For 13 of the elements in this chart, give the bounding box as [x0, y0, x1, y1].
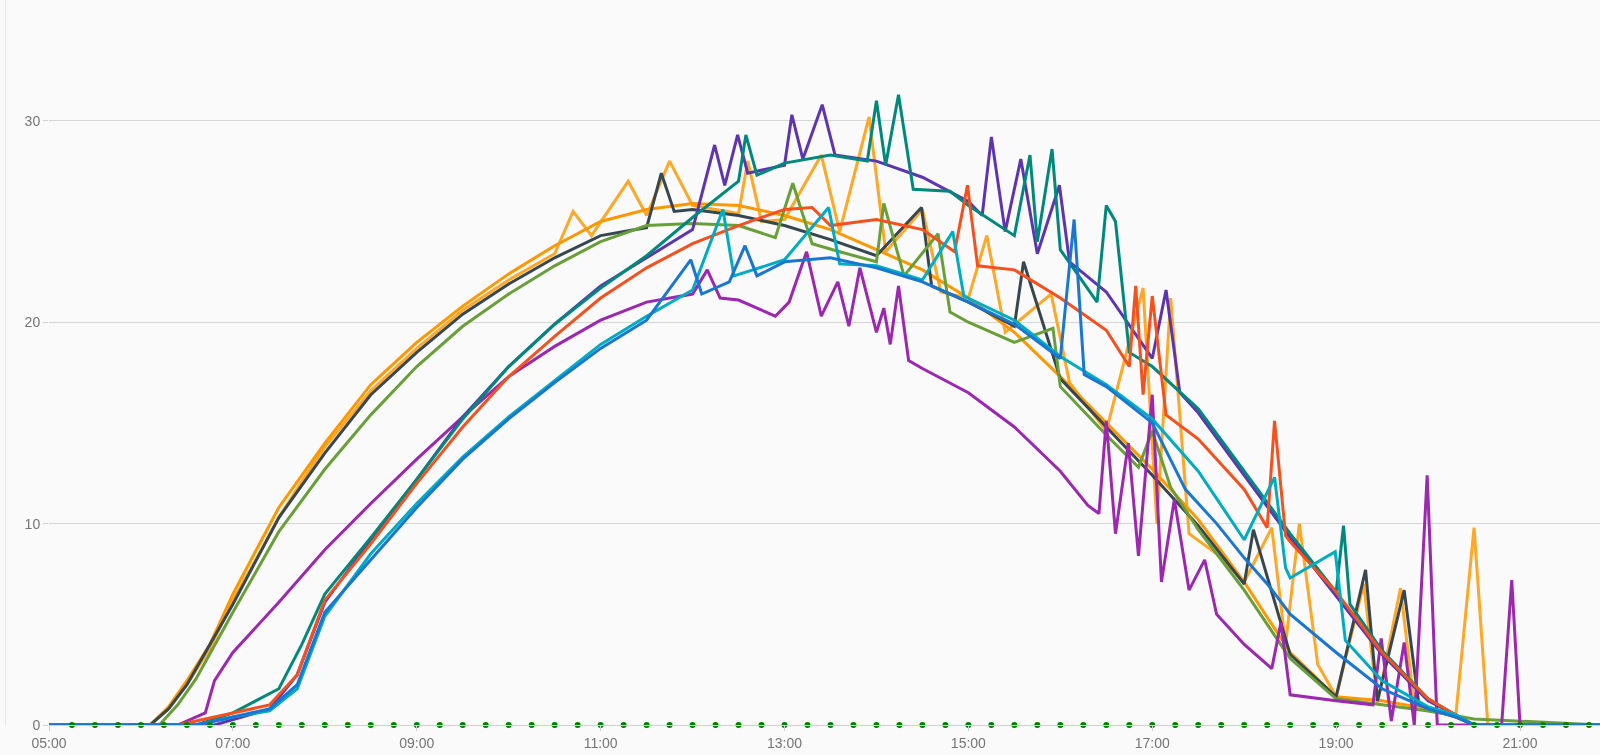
- x-tick-label: 19:00: [1318, 734, 1354, 751]
- y-tick-label: 20: [24, 314, 41, 331]
- x-tick-label: 13:00: [766, 734, 803, 751]
- x-tick-label: 07:00: [215, 734, 251, 751]
- x-tick-label: 05:00: [31, 734, 67, 751]
- y-tick-label: 0: [32, 716, 41, 733]
- x-tick-label: 09:00: [399, 734, 435, 751]
- x-tick-label: 17:00: [1134, 734, 1170, 751]
- y-tick-label: 10: [24, 515, 41, 532]
- x-tick-label: 11:00: [583, 734, 618, 751]
- x-tick-label: 15:00: [950, 734, 987, 751]
- x-tick-label: 21:00: [1502, 734, 1538, 751]
- y-tick-label: 30: [24, 112, 41, 129]
